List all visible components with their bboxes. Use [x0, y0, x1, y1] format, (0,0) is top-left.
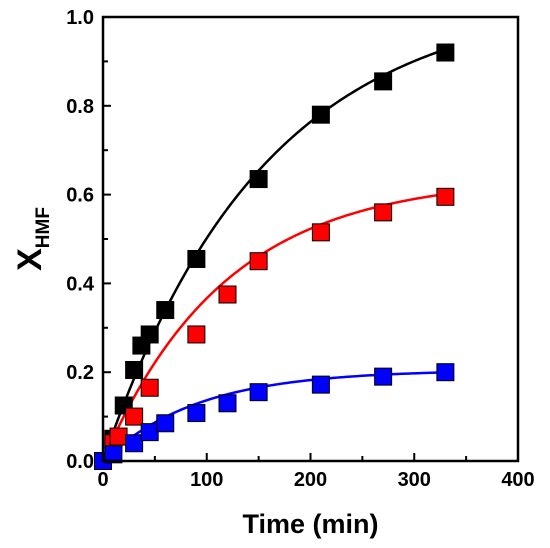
y-tick-label: 1.0	[66, 7, 94, 29]
data-point-1	[109, 427, 128, 446]
data-point-2	[436, 363, 455, 382]
fit-curve-0	[101, 48, 446, 462]
data-point-2	[125, 434, 144, 453]
y-tick-label: 0.0	[66, 451, 94, 473]
data-point-0	[125, 360, 144, 379]
y-axis-title-subscript: HMF	[33, 207, 54, 248]
axis-ticks	[102, 16, 519, 462]
y-tick-label: 0.8	[66, 96, 94, 118]
data-point-1	[187, 325, 206, 344]
y-tick-label: 0.4	[66, 273, 95, 295]
x-tick-label: 0	[97, 469, 108, 491]
data-point-0	[436, 43, 455, 62]
data-point-2	[311, 375, 330, 394]
data-point-0	[374, 72, 393, 91]
data-point-2	[104, 445, 123, 464]
y-tick-label: 0.2	[66, 362, 94, 384]
data-point-2	[249, 383, 268, 402]
x-tick-label: 400	[501, 469, 534, 491]
plot-frame	[101, 15, 520, 463]
tick-labels: 0 100 200 300 400 0.0 0.2 0.4 0.6 0.8 1.0	[66, 7, 535, 491]
x-tick-label: 300	[398, 469, 431, 491]
data-point-1	[125, 407, 144, 426]
data-point-2	[140, 423, 159, 442]
y-tick-label: 0.6	[66, 185, 94, 207]
data-point-2	[374, 367, 393, 386]
data-point-1	[436, 187, 455, 206]
data-point-0	[311, 105, 330, 124]
data-point-1	[218, 285, 237, 304]
data-point-0	[249, 170, 268, 189]
data-point-1	[374, 203, 393, 222]
data-point-1	[140, 378, 159, 397]
data-point-2	[187, 404, 206, 423]
data-point-0	[156, 301, 175, 320]
data-point-0	[187, 249, 206, 268]
y-axis-title-main: X	[11, 248, 49, 271]
x-tick-label: 200	[294, 469, 327, 491]
x-axis-title: Time (min)	[242, 509, 378, 539]
data-point-2	[218, 394, 237, 413]
x-tick-label: 100	[190, 469, 223, 491]
y-axis-title: XHMF	[11, 207, 54, 271]
data-point-2	[156, 414, 175, 433]
data-point-1	[311, 223, 330, 242]
data-markers	[94, 43, 455, 470]
data-point-1	[249, 252, 268, 271]
data-point-0	[140, 325, 159, 344]
fit-curves	[101, 48, 446, 462]
